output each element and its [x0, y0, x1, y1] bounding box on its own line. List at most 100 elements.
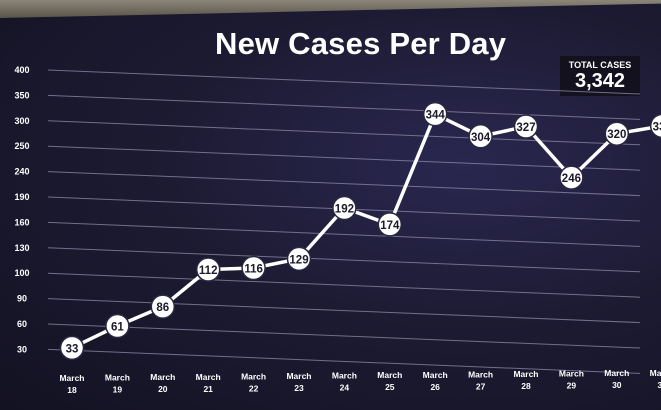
x-tick-label-day: 20 [158, 384, 168, 394]
x-tick-label-month: March [241, 371, 266, 381]
x-tick-label-month: March [150, 372, 175, 382]
data-label: 246 [562, 173, 581, 185]
data-label: 304 [471, 132, 491, 144]
gridline [47, 298, 641, 324]
gridline [47, 171, 641, 197]
y-tick-label: 190 [14, 192, 29, 202]
x-tick-label-month: March [604, 368, 629, 378]
data-point-marker [59, 335, 85, 361]
data-label: 327 [516, 122, 535, 134]
data-point: 112 [195, 257, 221, 282]
x-tick-label-day: 25 [385, 382, 395, 392]
x-tick-label-month: March [559, 369, 584, 379]
x-tick-label-month: March [286, 371, 311, 381]
data-point-marker [286, 246, 312, 272]
x-tick-label-day: 22 [249, 383, 259, 393]
x-tick-label-day: 26 [430, 382, 440, 392]
x-tick-label-month: March [332, 371, 357, 381]
x-tick-label-day: 24 [340, 383, 350, 393]
data-point: 33 [59, 335, 85, 361]
y-axis-tick-labels: 400 350 300 250 240 190 160 130 100 90 60 30 [14, 65, 29, 354]
y-tick-label: 90 [17, 294, 27, 304]
data-label: 33 [66, 343, 79, 355]
x-tick-label-day: 21 [203, 384, 213, 394]
y-tick-label: 250 [14, 141, 29, 151]
data-point-marker [241, 255, 266, 281]
gridline [47, 323, 641, 349]
x-tick-label-day: 19 [113, 385, 123, 395]
x-tick-label-month: March [59, 373, 84, 383]
gridline [47, 94, 641, 120]
y-tick-label: 240 [14, 167, 29, 177]
data-point-marker [105, 313, 130, 339]
data-label: 344 [426, 110, 446, 122]
gridline [47, 272, 641, 298]
y-tick-label: 60 [17, 319, 27, 329]
data-point: 61 [105, 313, 130, 339]
data-point: 327 [513, 114, 539, 139]
x-tick-label-month: March [513, 369, 538, 379]
data-label: 116 [244, 263, 263, 275]
data-label: 339 [653, 121, 661, 133]
data-label: 86 [156, 302, 169, 314]
x-tick-label-month: March [650, 368, 661, 378]
data-label: 174 [380, 220, 400, 232]
data-point-marker [468, 124, 493, 149]
gridline [47, 69, 641, 95]
data-label: 192 [335, 204, 354, 216]
x-tick-label-month: March [377, 370, 402, 380]
data-point: 174 [377, 212, 403, 237]
data-points: 3361861121161291921743443043272463203393… [59, 101, 661, 361]
data-point-marker [195, 257, 221, 282]
data-point: 339 [649, 113, 661, 139]
data-point-marker [604, 121, 630, 146]
data-point-marker [649, 113, 661, 139]
gridline [47, 247, 641, 273]
gridline [47, 221, 641, 247]
data-point: 246 [559, 165, 584, 190]
x-tick-label-month: March [423, 370, 448, 380]
x-tick-label-day: 29 [567, 381, 577, 391]
gridlines [47, 69, 641, 374]
data-point-marker [422, 101, 448, 127]
data-point: 116 [241, 255, 266, 281]
data-point-marker [559, 165, 584, 190]
data-point: 344 [422, 101, 448, 127]
x-tick-label-day: 30 [612, 380, 622, 390]
data-label: 129 [289, 254, 308, 266]
gridline [47, 145, 641, 171]
data-label: 61 [111, 321, 124, 333]
data-point-marker [332, 195, 357, 221]
gridline [47, 348, 641, 374]
data-point: 192 [332, 195, 357, 221]
data-point: 320 [604, 121, 630, 146]
data-point: 86 [150, 294, 176, 319]
total-cases-value: 3,342 [574, 70, 626, 92]
total-cases-label: TOTAL CASES [568, 60, 632, 70]
chart-title: New Cases Per Day [215, 26, 507, 61]
data-label: 112 [199, 265, 218, 277]
x-tick-label-month: March [468, 369, 493, 379]
x-tick-label-month: March [105, 373, 130, 383]
data-point-marker [377, 212, 403, 237]
data-point-marker [150, 294, 176, 319]
y-tick-label: 300 [14, 116, 29, 126]
y-tick-label: 400 [14, 65, 29, 75]
x-tick-label-day: 23 [294, 383, 304, 393]
y-tick-label: 100 [14, 268, 29, 278]
data-point: 304 [468, 124, 493, 149]
x-tick-label-day: 18 [67, 385, 77, 395]
y-tick-label: 30 [17, 344, 27, 354]
y-tick-label: 130 [14, 243, 29, 253]
x-axis-tick-labels: March 18 March 19 March 20 March 21 March 22 March… [59, 368, 661, 395]
x-tick-label-day: 31 [657, 380, 661, 390]
gridline [47, 120, 641, 146]
x-tick-label-day: 28 [521, 381, 531, 391]
x-tick-label-month: March [196, 372, 221, 382]
total-cases-box: TOTAL CASES 3,342 [560, 56, 640, 96]
y-tick-label: 160 [14, 217, 29, 227]
data-label: 320 [607, 129, 626, 141]
y-tick-label: 350 [14, 90, 29, 100]
